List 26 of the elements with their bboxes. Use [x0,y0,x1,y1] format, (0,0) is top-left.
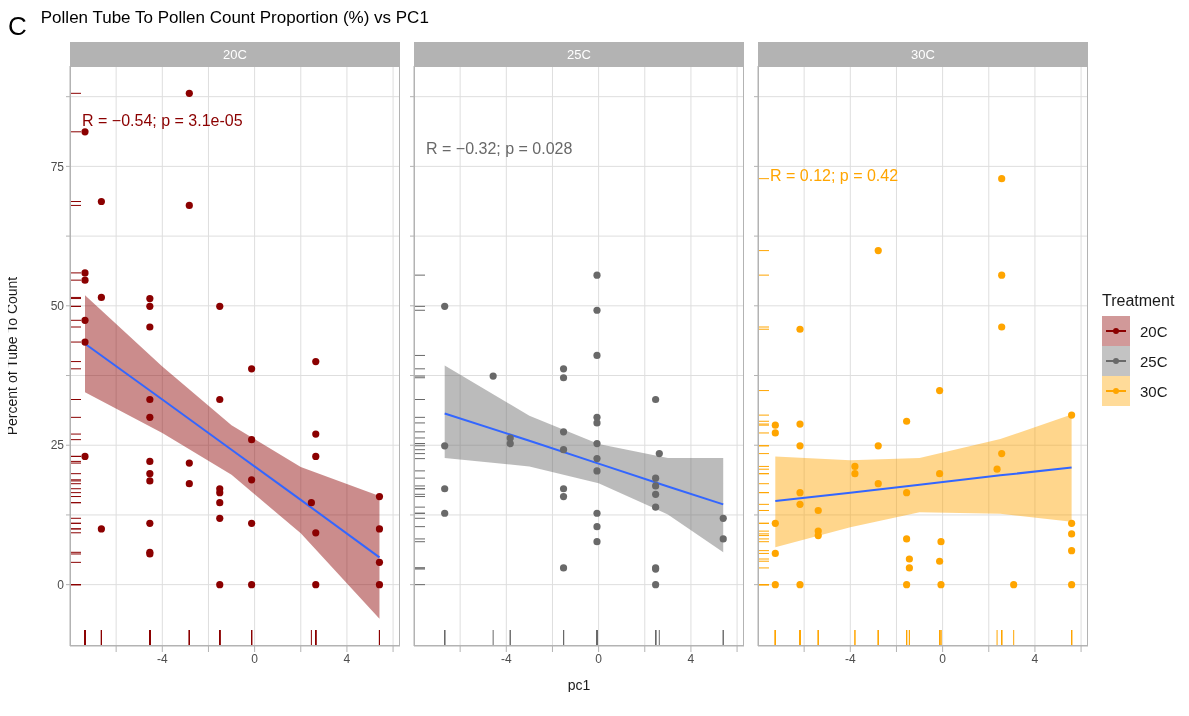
x-tick-label: -4 [156,651,168,666]
x-tick-label: 0 [595,651,603,666]
x-tick-label: 4 [343,651,351,666]
x-tick-label: -4 [500,651,512,666]
y-tick-label: 0 [57,577,65,592]
legend-label: 30C [1140,382,1168,400]
text: 25C [1140,352,1168,370]
x-tick-label: -4 [844,651,856,666]
text: 20C [1140,322,1168,340]
x-tick-label: 4 [687,651,695,666]
annotation: R = −0.54; p = 3.1e-05 [82,112,243,130]
x-tick-label: 4 [1031,651,1039,666]
y-tick-label: 75 [50,159,65,174]
annotation: R = −0.32; p = 0.028 [426,139,573,157]
annotation: R = 0.12; p = 0.42 [770,167,899,185]
x-axis-title: pc1 [567,677,591,693]
text: 25C [414,42,744,66]
chart-title: Pollen Tube To Pollen Count Proportion (%) vs PC1 [40,8,429,28]
legend-title: Treatment [1102,292,1175,310]
chart-subtitle: 30C [758,42,1088,66]
x-tick-label: 0 [251,651,259,666]
text: C [8,11,27,42]
y-tick-label: 50 [50,299,65,314]
text: 20C [70,42,400,66]
x-tick-label: 0 [939,651,947,666]
y-tick-label: 25 [50,438,65,453]
